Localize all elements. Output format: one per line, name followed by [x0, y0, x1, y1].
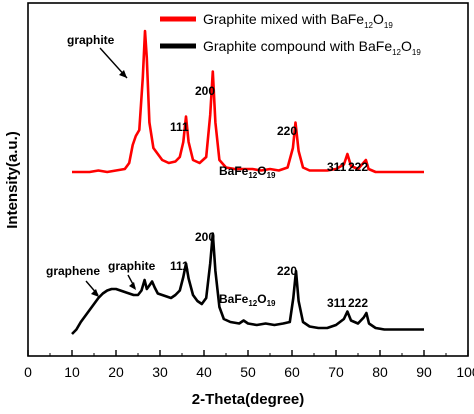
x-tick-label: 0 — [24, 364, 32, 380]
x-tick-label: 80 — [372, 364, 388, 380]
anno-black-111: 111 — [170, 259, 189, 273]
anno-black-222: 222 — [348, 296, 368, 310]
annotation-arrows — [85, 47, 136, 297]
anno-black-220: 220 — [277, 264, 297, 278]
legend: Graphite mixed with BaFe12O19 Graphite c… — [160, 11, 421, 57]
anno-red-200: 200 — [195, 84, 215, 98]
anno-red-bafe: BaFe12O19 — [219, 164, 276, 180]
arrowhead-black-graphite — [129, 282, 136, 290]
series-line-red — [72, 29, 424, 174]
x-axis-title: 2-Theta(degree) — [192, 391, 305, 408]
anno-red-222: 222 — [348, 160, 368, 174]
anno-black-200: 200 — [195, 230, 215, 244]
anno-black-bafe: BaFe12O19 — [219, 292, 276, 308]
x-tick-label: 10 — [64, 364, 80, 380]
anno-red-111: 111 — [170, 120, 189, 134]
anno-red-220: 220 — [277, 124, 297, 138]
anno-red-graphite: graphite — [67, 33, 115, 47]
black-annotations: graphene graphite 111 200 BaFe12O19 220 … — [46, 230, 368, 310]
x-tick-label: 60 — [284, 364, 300, 380]
x-tick-label: 30 — [152, 364, 168, 380]
y-axis-title: Intensity(a.u.) — [4, 131, 21, 229]
series-layer — [71, 29, 424, 335]
x-tick-label: 20 — [108, 364, 124, 380]
x-tick-label: 90 — [416, 364, 432, 380]
x-tick-label: 70 — [328, 364, 344, 380]
series-line-black — [71, 232, 424, 335]
anno-black-graphite: graphite — [108, 259, 156, 273]
x-axis-ticks: 0 10 20 30 40 50 60 70 80 90 100 — [24, 350, 474, 380]
arrowhead-red-graphite — [119, 70, 127, 78]
legend-label-black: Graphite compound with BaFe12O19 — [203, 38, 421, 57]
legend-label-red: Graphite mixed with BaFe12O19 — [203, 11, 393, 30]
x-tick-label: 50 — [240, 364, 256, 380]
x-tick-label: 100 — [456, 364, 474, 380]
red-annotations: graphite 111 200 BaFe12O19 220 311 222 — [67, 33, 368, 180]
anno-red-311: 311 — [327, 160, 347, 174]
anno-black-graphene: graphene — [46, 264, 100, 278]
arrowhead-black-graphene — [91, 289, 99, 297]
x-tick-label: 40 — [196, 364, 212, 380]
anno-black-311: 311 — [327, 296, 347, 310]
